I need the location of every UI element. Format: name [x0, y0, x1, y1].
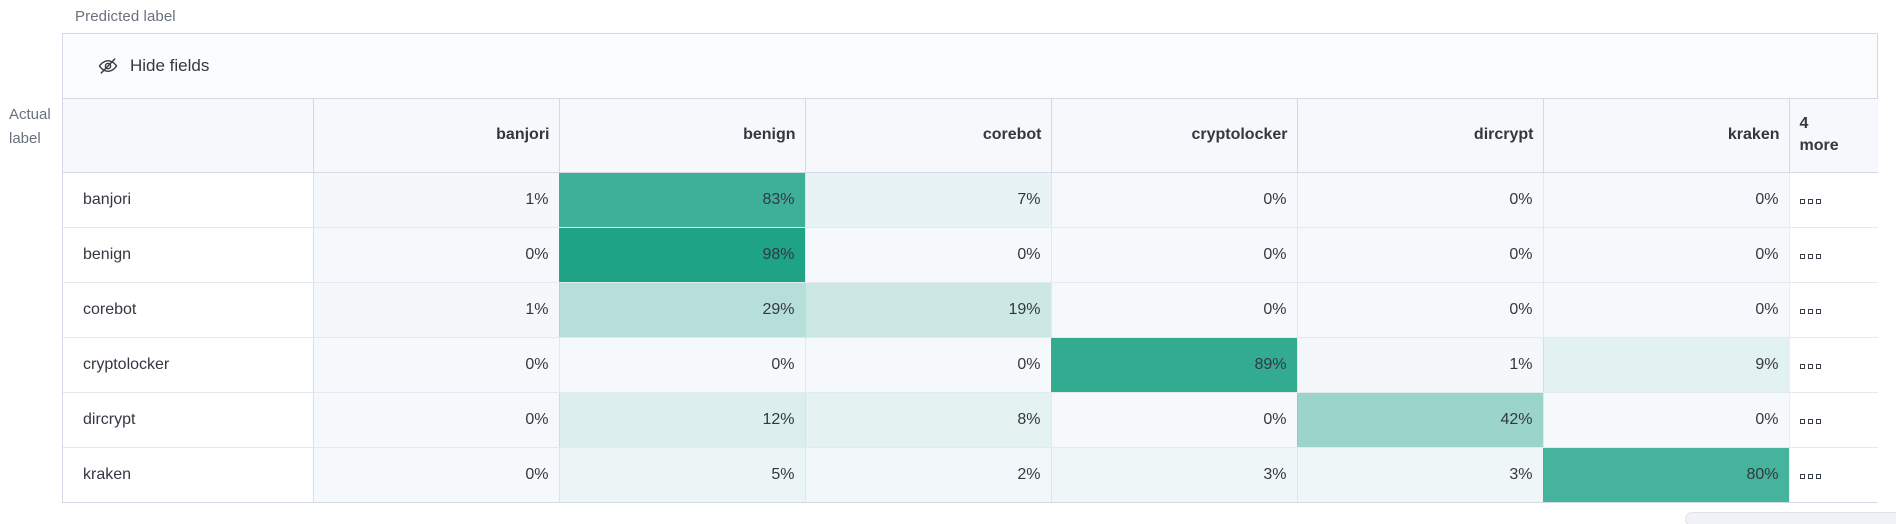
- cell-banjori-kraken[interactable]: 0%: [1543, 172, 1790, 228]
- more-cell-benign[interactable]: [1789, 227, 1878, 283]
- boxes-horizontal-icon: [1799, 363, 1821, 369]
- cell-benign-benign[interactable]: 98%: [559, 227, 806, 283]
- cell-benign-cryptolocker[interactable]: 0%: [1051, 227, 1298, 283]
- cell-benign-dircrypt[interactable]: 0%: [1297, 227, 1544, 283]
- cell-cryptolocker-cryptolocker[interactable]: 89%: [1051, 337, 1298, 393]
- cell-corebot-dircrypt[interactable]: 0%: [1297, 282, 1544, 338]
- cell-benign-banjori[interactable]: 0%: [313, 227, 560, 283]
- predicted-axis-label: Predicted label: [75, 8, 176, 25]
- actual-axis-label: Actual label: [9, 103, 59, 151]
- cell-cryptolocker-dircrypt[interactable]: 1%: [1297, 337, 1544, 393]
- row-label-cryptolocker: cryptolocker: [63, 337, 314, 393]
- cell-kraken-kraken[interactable]: 80%: [1543, 447, 1790, 502]
- boxes-horizontal-icon: [1799, 198, 1821, 204]
- cell-dircrypt-benign[interactable]: 12%: [559, 392, 806, 448]
- cell-dircrypt-corebot[interactable]: 8%: [805, 392, 1052, 448]
- cell-kraken-cryptolocker[interactable]: 3%: [1051, 447, 1298, 502]
- eye-slash-icon: [98, 56, 118, 76]
- more-columns-header[interactable]: 4 more: [1789, 99, 1878, 173]
- more-cell-cryptolocker[interactable]: [1789, 337, 1878, 393]
- cell-corebot-banjori[interactable]: 1%: [313, 282, 560, 338]
- column-header-benign[interactable]: benign: [559, 99, 806, 173]
- column-header-cryptolocker[interactable]: cryptolocker: [1051, 99, 1298, 173]
- cell-banjori-banjori[interactable]: 1%: [313, 172, 560, 228]
- boxes-horizontal-icon: [1799, 253, 1821, 259]
- cell-dircrypt-cryptolocker[interactable]: 0%: [1051, 392, 1298, 448]
- cell-corebot-kraken[interactable]: 0%: [1543, 282, 1790, 338]
- boxes-horizontal-icon: [1799, 473, 1821, 479]
- row-label-benign: benign: [63, 227, 314, 283]
- more-cell-dircrypt[interactable]: [1789, 392, 1878, 448]
- cell-dircrypt-kraken[interactable]: 0%: [1543, 392, 1790, 448]
- actual-axis-label-line1: Actual: [9, 106, 51, 123]
- cell-benign-corebot[interactable]: 0%: [805, 227, 1052, 283]
- column-header-banjori[interactable]: banjori: [313, 99, 560, 173]
- cell-benign-kraken[interactable]: 0%: [1543, 227, 1790, 283]
- row-label-corebot: corebot: [63, 282, 314, 338]
- matrix-row-benign: benign 0% 98% 0% 0% 0% 0%: [63, 227, 1878, 283]
- matrix-row-cryptolocker: cryptolocker 0% 0% 0% 89% 1% 9%: [63, 337, 1878, 393]
- cell-kraken-banjori[interactable]: 0%: [313, 447, 560, 502]
- row-label-kraken: kraken: [63, 447, 314, 502]
- cell-cryptolocker-benign[interactable]: 0%: [559, 337, 806, 393]
- boxes-horizontal-icon: [1799, 308, 1821, 314]
- row-label-banjori: banjori: [63, 172, 314, 228]
- confusion-matrix-table: banjori benign corebot cryptolocker dircrypt…: [63, 99, 1878, 502]
- cell-banjori-dircrypt[interactable]: 0%: [1297, 172, 1544, 228]
- more-cell-banjori[interactable]: [1789, 172, 1878, 228]
- matrix-row-corebot: corebot 1% 29% 19% 0% 0% 0%: [63, 282, 1878, 338]
- hide-fields-button[interactable]: Hide fields: [63, 34, 1877, 99]
- cell-banjori-benign[interactable]: 83%: [559, 172, 806, 228]
- column-header-kraken[interactable]: kraken: [1543, 99, 1790, 173]
- cell-corebot-corebot[interactable]: 19%: [805, 282, 1052, 338]
- more-cell-corebot[interactable]: [1789, 282, 1878, 338]
- cell-corebot-cryptolocker[interactable]: 0%: [1051, 282, 1298, 338]
- cell-kraken-benign[interactable]: 5%: [559, 447, 806, 502]
- matrix-row-dircrypt: dircrypt 0% 12% 8% 0% 42% 0%: [63, 392, 1878, 448]
- actual-axis-label-line2: label: [9, 130, 41, 147]
- cell-kraken-dircrypt[interactable]: 3%: [1297, 447, 1544, 502]
- matrix-header-row: banjori benign corebot cryptolocker dircrypt…: [63, 99, 1878, 173]
- cell-cryptolocker-banjori[interactable]: 0%: [313, 337, 560, 393]
- corner-cell: [63, 99, 314, 173]
- matrix-row-banjori: banjori 1% 83% 7% 0% 0% 0%: [63, 172, 1878, 228]
- cell-cryptolocker-corebot[interactable]: 0%: [805, 337, 1052, 393]
- cell-kraken-corebot[interactable]: 2%: [805, 447, 1052, 502]
- cell-banjori-cryptolocker[interactable]: 0%: [1051, 172, 1298, 228]
- cell-dircrypt-dircrypt[interactable]: 42%: [1297, 392, 1544, 448]
- cell-corebot-benign[interactable]: 29%: [559, 282, 806, 338]
- boxes-horizontal-icon: [1799, 418, 1821, 424]
- cell-banjori-corebot[interactable]: 7%: [805, 172, 1052, 228]
- column-header-dircrypt[interactable]: dircrypt: [1297, 99, 1544, 173]
- cell-dircrypt-banjori[interactable]: 0%: [313, 392, 560, 448]
- row-label-dircrypt: dircrypt: [63, 392, 314, 448]
- column-header-corebot[interactable]: corebot: [805, 99, 1052, 173]
- matrix-row-kraken: kraken 0% 5% 2% 3% 3% 80%: [63, 447, 1878, 502]
- horizontal-scrollbar[interactable]: [1685, 512, 1896, 524]
- hide-fields-label: Hide fields: [130, 56, 210, 75]
- cell-cryptolocker-kraken[interactable]: 9%: [1543, 337, 1790, 393]
- confusion-matrix-panel: Hide fields banjori benign corebot cryptolo…: [62, 33, 1878, 503]
- more-cell-kraken[interactable]: [1789, 447, 1878, 502]
